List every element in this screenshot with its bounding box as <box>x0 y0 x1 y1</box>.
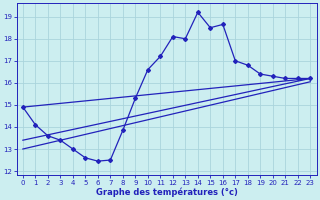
X-axis label: Graphe des températures (°c): Graphe des températures (°c) <box>96 187 237 197</box>
